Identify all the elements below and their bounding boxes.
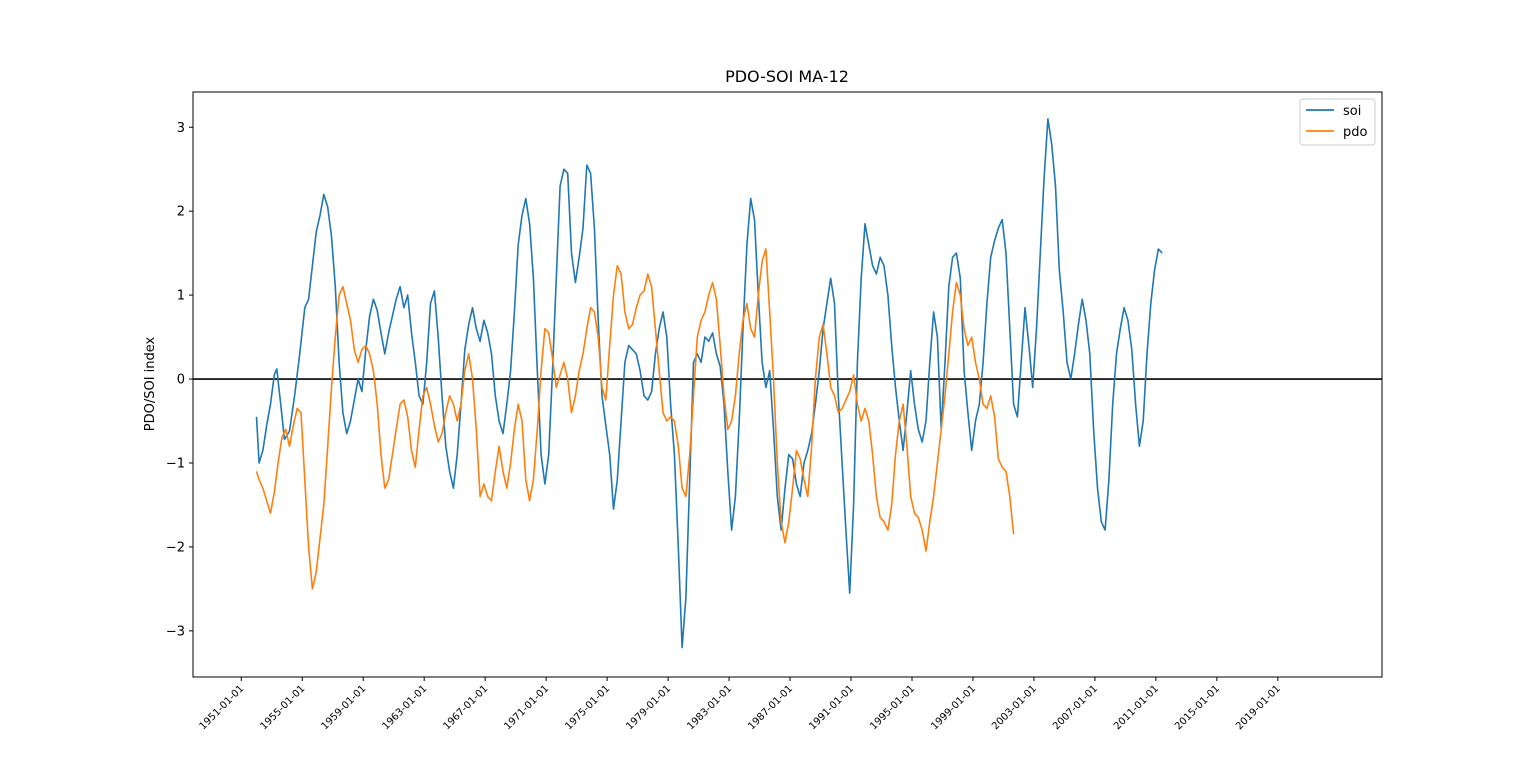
series-layer: [255, 118, 1163, 649]
y-axis: −3 −2 −1 0 1 2 3: [166, 121, 193, 639]
y-tick-label: 3: [177, 121, 185, 136]
y-axis-label: PDO/SOI index: [143, 336, 158, 431]
legend-label-pdo: pdo: [1343, 125, 1368, 140]
y-tick-label: −1: [166, 456, 185, 471]
legend-label-soi: soi: [1343, 104, 1361, 119]
series-line-pdo: [255, 248, 1015, 590]
y-tick-label: 0: [177, 373, 185, 388]
plot-frame: [192, 91, 1383, 678]
y-tick-label: −2: [166, 540, 185, 555]
y-tick-label: 1: [177, 289, 185, 304]
y-tick-label: 2: [177, 205, 185, 220]
chart-title: PDO-SOI MA-12: [725, 67, 849, 86]
y-tick-label: −3: [166, 624, 185, 639]
legend: soi pdo: [1299, 98, 1376, 146]
series-line-soi: [255, 118, 1163, 649]
